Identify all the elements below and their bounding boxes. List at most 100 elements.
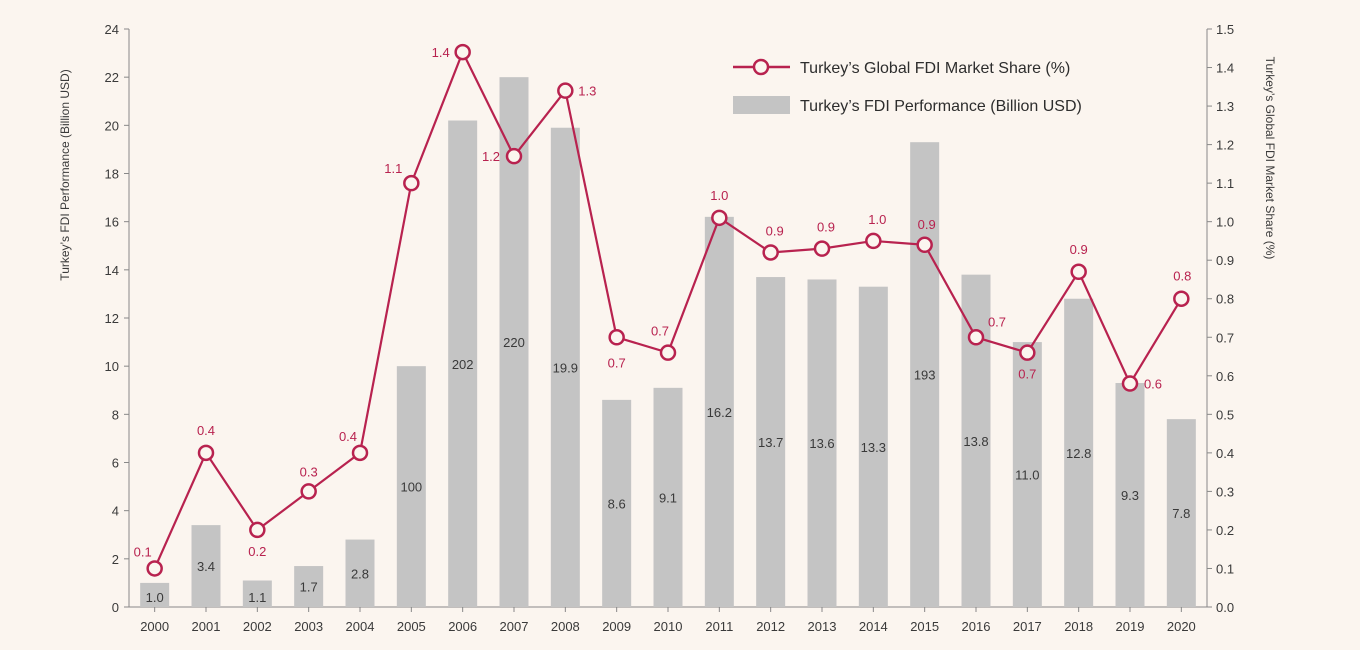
y2-tick-label: 1.3 xyxy=(1216,99,1234,114)
line-value-label: 1.0 xyxy=(868,212,886,227)
bar xyxy=(602,399,632,607)
y2-tick-label: 0.5 xyxy=(1216,407,1234,422)
bar xyxy=(294,566,324,607)
x-tick-label: 2003 xyxy=(294,619,323,634)
bar-value-label: 13.8 xyxy=(963,434,988,449)
y-tick-label: 20 xyxy=(105,118,119,133)
bar-value-label: 100 xyxy=(400,480,422,495)
line-point xyxy=(403,174,420,192)
y-tick-label: 24 xyxy=(105,22,119,37)
bar-value-label: 1.1 xyxy=(248,590,266,605)
bar xyxy=(140,582,170,607)
bar-value-label: 9.1 xyxy=(659,490,677,505)
x-tick-label: 2000 xyxy=(140,619,169,634)
line-point xyxy=(505,147,523,165)
line-value-label: 1.4 xyxy=(432,45,450,60)
bar-value-label: 13.7 xyxy=(758,435,783,450)
x-tick-label: 2009 xyxy=(602,619,631,634)
y-tick-label: 18 xyxy=(105,167,119,182)
bar-value-label: 193 xyxy=(914,368,936,383)
x-tick-label: 2014 xyxy=(859,619,888,634)
bar xyxy=(910,142,940,608)
bar xyxy=(1115,383,1145,607)
bar xyxy=(550,127,580,607)
x-tick-label: 2015 xyxy=(910,619,939,634)
line-value-label: 1.3 xyxy=(578,84,596,99)
y2-tick-label: 0.0 xyxy=(1216,600,1234,615)
line-point xyxy=(967,329,985,346)
y2-tick-label: 0.8 xyxy=(1216,292,1234,307)
x-tick-label: 2002 xyxy=(243,619,272,634)
line-value-label: 0.7 xyxy=(608,355,626,370)
bar xyxy=(858,286,888,607)
bar xyxy=(396,366,426,607)
line-point xyxy=(1019,344,1036,361)
bar-value-label: 9.3 xyxy=(1121,488,1139,503)
bar xyxy=(807,279,837,607)
line-value-label: 1.1 xyxy=(384,161,402,176)
bar-labels: 1.0 3.4 1.1 1.7 2.8 100 202 220 19.9 8.6 9.1 16.2 13… xyxy=(146,335,1191,605)
y2-tick-label: 1.0 xyxy=(1216,215,1234,230)
x-tick-label: 2001 xyxy=(192,619,221,634)
line-value-label: 0.4 xyxy=(197,423,215,438)
line-value-label: 0.3 xyxy=(300,464,318,479)
bar xyxy=(1064,298,1094,607)
line-point xyxy=(1121,375,1139,392)
x-tick-label: 2020 xyxy=(1167,619,1196,634)
y-tick-label: 2 xyxy=(112,552,119,567)
line-point xyxy=(711,209,728,227)
bar xyxy=(756,277,786,607)
axes: 0246810121416182022240.00.10.20.30.40.50… xyxy=(105,22,1235,634)
y-axis-title: Turkey’s FDI Performance (Billion USD) xyxy=(58,69,72,280)
x-tick-label: 2005 xyxy=(397,619,426,634)
bar-value-label: 1.0 xyxy=(146,590,164,605)
y2-tick-label: 0.7 xyxy=(1216,330,1234,345)
x-tick-label: 2017 xyxy=(1013,619,1042,634)
y2-tick-label: 1.5 xyxy=(1216,22,1234,37)
y-tick-label: 14 xyxy=(105,263,119,278)
line-value-label: 0.6 xyxy=(1144,377,1162,392)
legend-bar-label: Turkey’s FDI Performance (Billion USD) xyxy=(800,98,1082,115)
x-tick-label: 2019 xyxy=(1116,619,1145,634)
line-point xyxy=(659,344,677,361)
line-point xyxy=(146,560,163,577)
bar-value-label: 13.3 xyxy=(861,440,886,455)
x-tick-label: 2018 xyxy=(1064,619,1093,634)
line-value-label: 0.9 xyxy=(918,217,936,232)
bar xyxy=(345,539,375,607)
y-tick-label: 8 xyxy=(112,407,119,422)
line-value-label: 0.9 xyxy=(817,220,835,235)
bar xyxy=(1166,419,1196,607)
line-point xyxy=(351,444,369,462)
bar-value-label: 13.6 xyxy=(809,436,834,451)
legend-line-marker xyxy=(752,58,770,76)
line-series xyxy=(146,43,1190,577)
line-labels: 0.1 0.4 0.2 0.3 0.4 1.1 1.4 1.2 1.3 0.7 0.7 1.0 0.9 0… xyxy=(134,45,1192,559)
legend-bar-swatch xyxy=(733,96,790,114)
line-value-label: 0.8 xyxy=(1173,269,1191,284)
bar-value-label: 7.8 xyxy=(1172,506,1190,521)
y2-tick-label: 1.2 xyxy=(1216,138,1234,153)
line-value-label: 0.7 xyxy=(1018,367,1036,382)
bar-value-label: 12.8 xyxy=(1066,446,1091,461)
line-value-label: 1.0 xyxy=(710,188,728,203)
bar-value-label: 220 xyxy=(503,335,525,350)
bar xyxy=(191,525,221,607)
bar-value-label: 19.9 xyxy=(553,360,578,375)
line-value-label: 1.2 xyxy=(482,149,500,164)
x-tick-label: 2007 xyxy=(500,619,529,634)
line-value-label: 0.7 xyxy=(988,314,1006,329)
y-tick-label: 4 xyxy=(112,504,119,519)
line-value-label: 0.1 xyxy=(134,544,152,559)
y-tick-label: 6 xyxy=(112,456,119,471)
line-point xyxy=(557,82,574,99)
bar-value-label: 8.6 xyxy=(608,496,626,511)
x-tick-label: 2012 xyxy=(756,619,785,634)
y-tick-label: 10 xyxy=(105,359,119,374)
line-value-label: 0.2 xyxy=(248,544,266,559)
y-tick-label: 0 xyxy=(112,600,119,615)
line-point xyxy=(916,236,933,254)
y-tick-label: 22 xyxy=(105,70,119,85)
bar xyxy=(653,387,683,607)
